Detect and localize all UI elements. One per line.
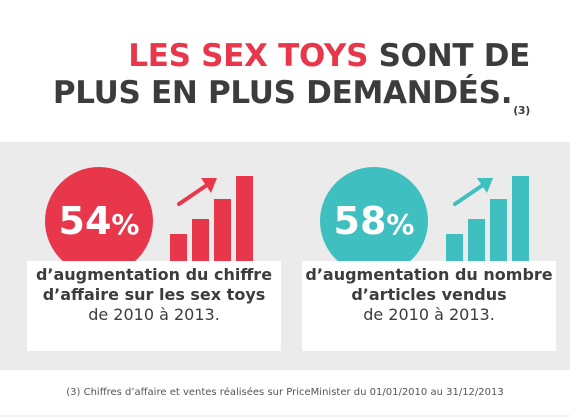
page-title: LES SEX TOYS SONT DE PLUS EN PLUS DEMAND… xyxy=(52,38,531,117)
title-highlight: LES SEX TOYS xyxy=(128,38,369,74)
stat-revenue-value: 54 xyxy=(58,199,112,243)
stat-revenue-circle: 54% xyxy=(45,167,153,275)
stat-articles-circle: 58% xyxy=(320,167,428,275)
rising-bars-icon xyxy=(170,172,262,264)
title-block: LES SEX TOYS SONT DE PLUS EN PLUS DEMAND… xyxy=(0,0,570,140)
up-right-arrow-icon xyxy=(453,178,493,206)
stat-articles-card: d’augmentation du nombre d’articles vend… xyxy=(302,261,556,351)
title-reference: (3) xyxy=(513,104,530,117)
footnote: (3) Chiffres d’affaire et ventes réalisé… xyxy=(66,387,504,398)
bottom-divider xyxy=(0,415,570,417)
stat-revenue-period: de 2010 à 2013. xyxy=(88,305,220,324)
stat-articles-unit: % xyxy=(386,208,415,241)
rising-bars-icon xyxy=(446,172,538,264)
title-line1-rest: SONT DE xyxy=(378,38,531,74)
stat-revenue-description: d’augmentation du chiffre d’affaire sur … xyxy=(35,265,273,304)
title-line2: PLUS EN PLUS DEMANDÉS. xyxy=(52,75,513,111)
up-right-arrow-icon xyxy=(177,178,217,206)
stat-articles-period: de 2010 à 2013. xyxy=(363,305,495,324)
stat-revenue-unit: % xyxy=(111,208,140,241)
stat-revenue-card: d’augmentation du chiffre d’affaire sur … xyxy=(27,261,281,351)
stat-articles-description: d’augmentation du nombre d’articles vend… xyxy=(305,265,553,304)
stat-articles-value: 58 xyxy=(333,199,387,243)
